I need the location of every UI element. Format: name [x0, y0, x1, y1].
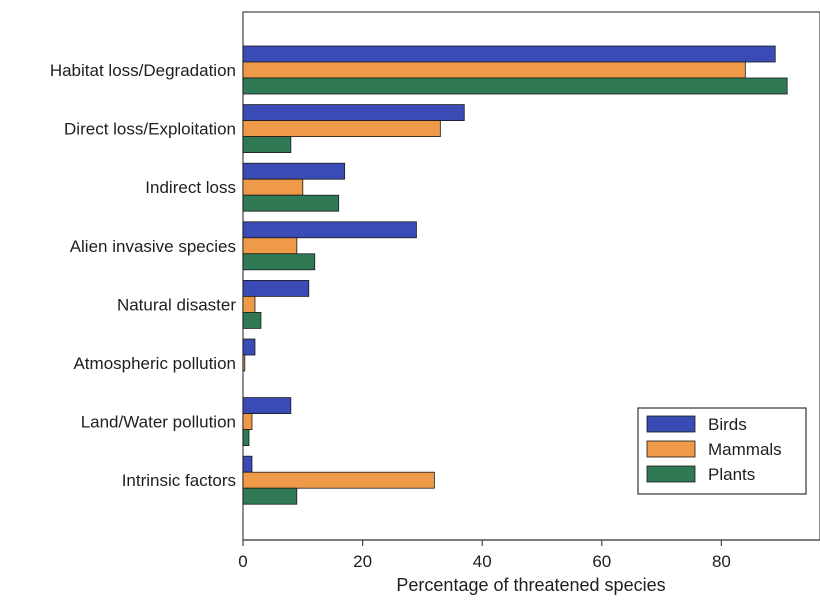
legend-swatch-mammals [646, 440, 696, 458]
x-axis-title: Percentage of threatened species [396, 575, 665, 595]
bar-plants-habitat-loss-degradation [242, 77, 788, 95]
category-label: Habitat loss/Degradation [50, 61, 236, 80]
legend: Birds Mammals Plants [637, 407, 807, 495]
category-label: Land/Water pollution [81, 413, 236, 432]
category-label: Indirect loss [145, 178, 236, 197]
legend-swatch-birds [646, 415, 696, 433]
category-label: Direct loss/Exploitation [64, 120, 236, 139]
bar-plants-indirect-loss [242, 194, 340, 212]
bar-birds-habitat-loss-degradation [242, 45, 776, 63]
bar-plants-intrinsic-factors [242, 487, 298, 505]
bar-birds-natural-disaster [242, 279, 310, 297]
bar-birds-intrinsic-factors [242, 455, 253, 473]
bar-birds-alien-invasive-species [242, 221, 417, 239]
legend-label-birds: Birds [708, 415, 747, 434]
bar-mammals-intrinsic-factors [242, 471, 435, 489]
bar-birds-direct-loss-exploitation [242, 104, 465, 121]
category-label: Intrinsic factors [122, 471, 236, 490]
x-axis: 0 20 40 60 80 [238, 539, 820, 571]
x-tick-label: 0 [238, 552, 247, 571]
legend-label-mammals: Mammals [708, 440, 782, 459]
category-labels: Habitat loss/Degradation Direct loss/Expl… [50, 61, 236, 490]
x-tick-label: 40 [473, 552, 492, 571]
bar-plants-alien-invasive-species [242, 253, 316, 271]
bar-birds-atmospheric-pollution [242, 338, 256, 356]
bar-mammals-alien-invasive-species [242, 237, 298, 255]
bar-plants-natural-disaster [242, 311, 262, 329]
legend-label-plants: Plants [708, 465, 755, 484]
bar-mammals-direct-loss-exploitation [242, 120, 441, 137]
bars-layer [242, 45, 788, 505]
bar-mammals-atmospheric-pollution [242, 354, 246, 372]
legend-swatch-plants [646, 465, 696, 483]
bar-mammals-land-water-pollution [242, 413, 253, 431]
category-label: Alien invasive species [70, 237, 236, 256]
x-tick-label: 60 [592, 552, 611, 571]
bar-mammals-natural-disaster [242, 295, 256, 313]
bar-plants-land-water-pollution [242, 429, 250, 447]
category-label: Atmospheric pollution [73, 354, 236, 373]
bar-plants-direct-loss-exploitation [242, 136, 292, 154]
bar-mammals-indirect-loss [242, 178, 304, 196]
x-tick-label: 80 [712, 552, 731, 571]
bar-mammals-habitat-loss-degradation [242, 61, 746, 79]
legend-entries: Birds Mammals Plants [646, 415, 782, 484]
x-tick-label: 20 [353, 552, 372, 571]
bar-birds-indirect-loss [242, 162, 346, 180]
category-label: Natural disaster [117, 295, 236, 314]
bar-birds-land-water-pollution [242, 397, 292, 415]
